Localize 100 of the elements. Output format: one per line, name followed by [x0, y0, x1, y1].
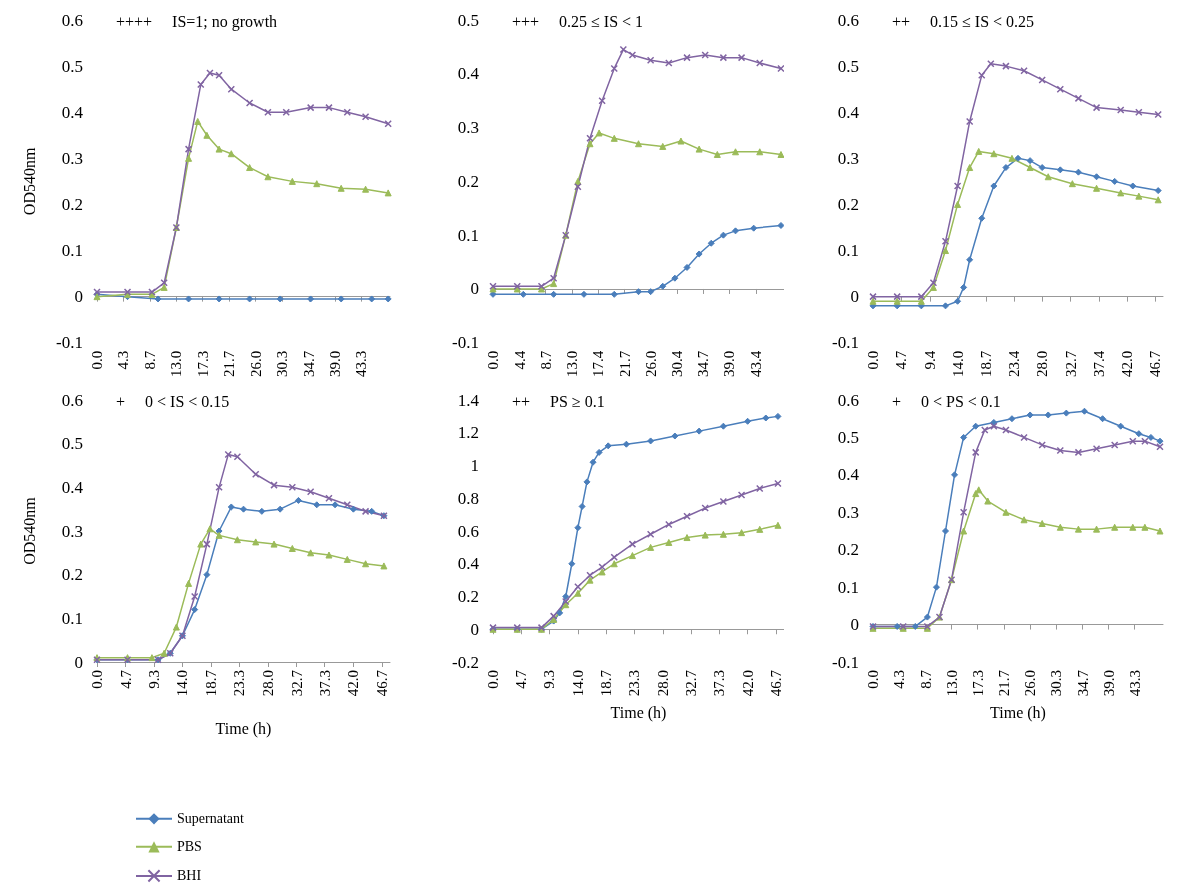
x-tick-label: 9.3 [541, 670, 558, 689]
x-tick-label: 14.0 [174, 670, 191, 697]
y-tick-label: 0.2 [61, 194, 83, 214]
x-tick-label: 8.7 [142, 350, 159, 370]
legend-label: Supernatant [177, 811, 244, 827]
y-tick-label: 0.2 [457, 171, 479, 191]
x-tick-label: 26.0 [642, 350, 659, 377]
x-tick-label: 4.3 [115, 350, 132, 370]
y-tick-label: 0.2 [61, 565, 83, 585]
y-tick-label: 0.4 [837, 465, 860, 485]
chart-title: ++++ IS=1; no growth [116, 12, 278, 31]
y-tick-label: -0.1 [832, 333, 859, 353]
x-tick-label: 23.3 [626, 670, 643, 697]
x-tick-label: 46.7 [768, 669, 785, 697]
x-tick-label: 21.7 [221, 350, 238, 377]
x-tick-label: 46.7 [374, 669, 391, 697]
y-tick-label: 0.1 [61, 241, 83, 261]
x-tick-label: 32.7 [1062, 350, 1079, 377]
x-tick-label: 8.7 [917, 669, 934, 689]
y-tick-label: 0.1 [837, 241, 859, 261]
x-tick-label: 4.7 [893, 350, 910, 370]
x-tick-label: 42.0 [1118, 350, 1135, 377]
y-tick-label: 0 [850, 615, 859, 635]
y-tick-label: 0.1 [61, 608, 83, 628]
y-tick-label: 1 [470, 456, 479, 475]
y-tick-label: 0.5 [457, 10, 479, 30]
y-tick-label: 0.2 [837, 540, 859, 560]
x-tick-label: 17.4 [590, 350, 607, 377]
x-tick-label: 14.0 [569, 670, 586, 697]
y-tick-label: 0.6 [457, 521, 479, 541]
x-tick-label: 17.3 [194, 350, 211, 377]
y-tick-label: -0.1 [832, 652, 859, 672]
x-tick-label: 4.7 [513, 669, 530, 689]
x-tick-label: 13.0 [943, 670, 960, 697]
x-tick-label: 34.7 [1074, 669, 1091, 697]
y-tick-label: 0.4 [837, 102, 860, 122]
y-tick-label: -0.2 [452, 652, 479, 672]
x-tick-label: 23.3 [231, 670, 248, 697]
y-tick-label: 0 [850, 287, 859, 307]
y-tick-label: 0.4 [61, 477, 84, 497]
y-tick-label: 0.2 [457, 587, 479, 606]
x-tick-label: 23.4 [1006, 350, 1023, 377]
x-tick-label: 9.3 [145, 670, 162, 689]
x-tick-label: 0.0 [485, 670, 501, 689]
x-tick-label: 43.3 [1126, 670, 1143, 697]
x-tick-label: 18.7 [203, 669, 220, 697]
x-tick-label: 37.4 [1090, 350, 1107, 377]
x-tick-label: 13.0 [563, 350, 580, 377]
x-tick-label: 32.7 [683, 669, 700, 697]
x-tick-label: 34.7 [300, 350, 317, 377]
y-tick-label: 0.3 [61, 148, 83, 168]
x-tick-label: 42.0 [739, 670, 756, 697]
x-tick-label: 37.3 [711, 670, 728, 697]
x-tick-label: 42.0 [345, 670, 362, 697]
x-tick-label: 21.7 [996, 669, 1013, 697]
y-tick-label: 0 [470, 619, 479, 639]
y-tick-label: 0.3 [837, 502, 859, 522]
legend-label: BHI [177, 868, 202, 884]
x-tick-label: 4.7 [117, 669, 134, 689]
x-tick-label: 8.7 [537, 350, 554, 370]
x-tick-label: 0.0 [865, 670, 881, 689]
chart-title: + 0 < IS < 0.15 [116, 392, 230, 410]
y-tick-label: 0.5 [61, 434, 83, 454]
chart-title: +++ 0.25 ≤ IS < 1 [512, 12, 644, 30]
x-axis-title: Time (h) [215, 719, 272, 738]
x-tick-label: 4.3 [890, 670, 907, 689]
x-tick-label: 39.0 [721, 350, 738, 377]
chart-title: + 0 < PS < 0.1 [892, 392, 1001, 410]
x-tick-label: 13.0 [168, 350, 185, 377]
legend-label: PBS [177, 839, 202, 855]
y-tick-label: 0.2 [837, 194, 859, 214]
x-tick-label: 34.7 [695, 350, 712, 377]
x-tick-label: 21.7 [616, 350, 633, 377]
x-tick-label: 0.0 [89, 350, 105, 370]
x-tick-label: 30.3 [273, 350, 290, 377]
y-tick-label: 0.4 [457, 64, 480, 84]
y-tick-label: 0.3 [837, 148, 859, 168]
y-tick-label: 0.5 [837, 427, 859, 447]
y-tick-label: 0.6 [61, 390, 83, 410]
y-tick-label: 0.1 [837, 577, 859, 597]
x-tick-label: 37.3 [316, 670, 333, 697]
y-tick-label: 0.6 [61, 10, 83, 30]
x-tick-label: 14.0 [949, 350, 966, 377]
x-tick-label: 28.0 [259, 670, 276, 697]
y-tick-label: 1.2 [457, 423, 479, 443]
y-tick-label: 0.4 [61, 102, 84, 122]
x-tick-label: 4.4 [511, 350, 528, 370]
y-tick-label: 0.3 [61, 521, 83, 541]
x-tick-label: 0.0 [485, 350, 501, 370]
chart-title: ++ PS ≥ 0.1 [512, 392, 605, 410]
y-tick-label: 0.6 [837, 390, 859, 410]
x-tick-label: 28.0 [654, 670, 671, 697]
y-tick-label: -0.1 [56, 333, 83, 353]
y-axis-title: OD540nm [20, 147, 38, 216]
y-tick-label: 0.6 [837, 10, 859, 30]
x-tick-label: 18.7 [977, 350, 994, 377]
x-tick-label: 46.7 [1147, 350, 1164, 377]
x-tick-label: 17.3 [969, 670, 986, 697]
y-tick-label: -0.1 [452, 333, 479, 353]
x-tick-label: 32.7 [288, 669, 305, 697]
